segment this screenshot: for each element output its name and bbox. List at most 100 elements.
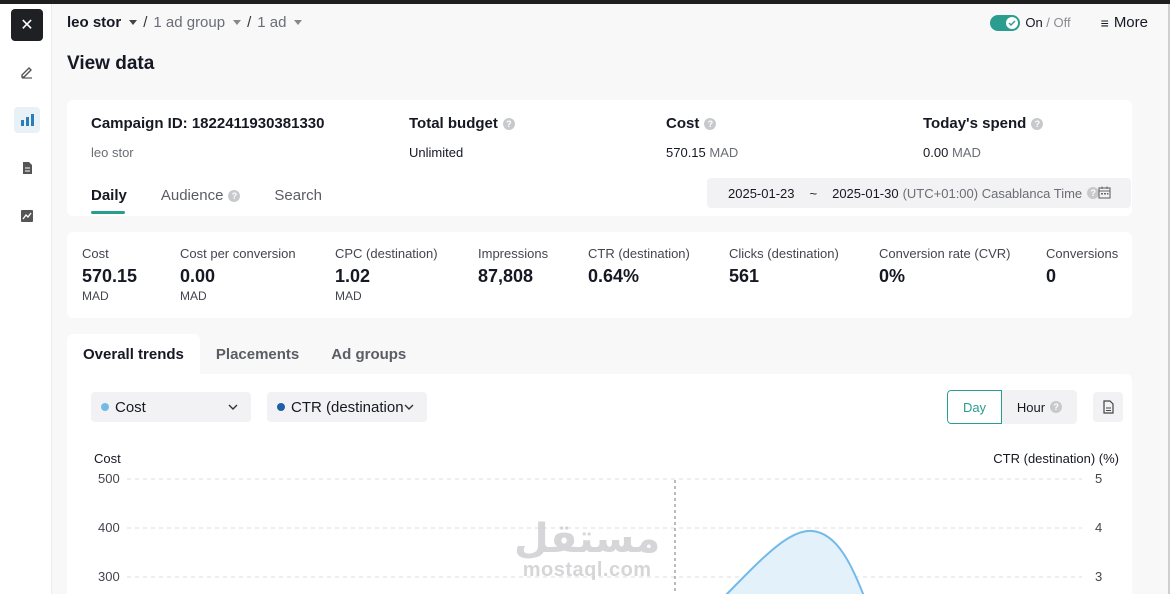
metric-value: 0.00	[180, 266, 216, 286]
bar-chart-icon	[21, 114, 34, 126]
tab-audience-label: Audience	[160, 187, 224, 204]
today-spend-unit: MAD	[951, 145, 981, 160]
metric-conversions: Conversions 0	[1046, 246, 1118, 287]
breadcrumb-separator: /	[143, 14, 148, 31]
breadcrumb-separator: /	[247, 14, 252, 31]
today-spend-value-row: 0.00 MAD	[923, 145, 1043, 160]
trend-chart-card: Cost CTR (destination Day Hour ? Cost CT…	[67, 374, 1132, 594]
metric-value: 570.15	[82, 266, 138, 286]
total-budget-block: Total budget ? Unlimited	[409, 115, 515, 160]
date-range-picker[interactable]: 2025-01-23 ~ 2025-01-30 (UTC+01:00) Casa…	[707, 178, 1131, 208]
cost-line	[725, 529, 865, 594]
tab-audience[interactable]: Audience ?	[161, 187, 241, 214]
help-icon[interactable]: ?	[228, 189, 241, 202]
metric-label: Conversions	[1046, 246, 1119, 261]
on-off-toggle[interactable]	[990, 14, 1021, 31]
granularity-toggle: Day Hour ?	[947, 390, 1077, 424]
date-range-separator: ~	[809, 185, 818, 201]
tab-daily[interactable]: Daily	[91, 187, 127, 214]
menu-icon: ≡	[1100, 14, 1109, 31]
total-budget-value: Unlimited	[409, 145, 464, 160]
top-border	[0, 0, 1170, 4]
today-spend-label: Today's spend	[923, 115, 1027, 132]
help-icon[interactable]: ?	[1031, 117, 1044, 130]
granularity-hour-label: Hour	[1016, 399, 1046, 415]
y2-axis-title: CTR (destination) (%)	[993, 451, 1119, 466]
metric-value: 1.02	[335, 266, 371, 286]
document-icon	[23, 162, 32, 174]
today-spend-value: 0.00	[923, 145, 949, 160]
granularity-hour-button[interactable]: Hour ?	[1002, 390, 1077, 424]
granularity-day-button[interactable]: Day	[947, 390, 1002, 424]
metric-clicks: Clicks (destination) 561	[729, 246, 839, 287]
series-dot-ctr	[277, 403, 285, 411]
help-icon[interactable]: ?	[704, 117, 717, 130]
cost-label: Cost	[666, 115, 700, 132]
total-budget-label-row: Total budget ?	[409, 115, 515, 132]
sidebar-edit[interactable]	[14, 59, 40, 85]
tab-placements[interactable]: Placements	[215, 346, 300, 363]
metric-unit: MAD	[82, 289, 109, 303]
caret-down-icon	[294, 20, 303, 25]
breadcrumb-campaign-label: leo stor	[67, 14, 122, 31]
breadcrumb-ad[interactable]: 1 ad	[257, 14, 303, 31]
export-document-icon	[1103, 400, 1114, 414]
cost-unit: MAD	[709, 145, 739, 160]
close-button[interactable]: ✕	[11, 9, 43, 41]
chevron-down-icon	[228, 404, 238, 410]
campaign-info-card: Campaign ID: 1822411930381330 leo stor T…	[67, 100, 1132, 216]
metric-label: Clicks (destination)	[729, 246, 839, 261]
metric2-select-value: CTR (destination	[291, 398, 404, 416]
metric-unit: MAD	[180, 289, 207, 303]
sidebar-view-data[interactable]	[14, 107, 40, 133]
tab-ad-groups[interactable]: Ad groups	[331, 346, 407, 363]
page-title: View data	[67, 53, 155, 74]
header-actions: On / Off ≡ More	[990, 14, 1148, 31]
metric-label: CTR (destination)	[588, 246, 690, 261]
metrics-card: Cost 570.15 MAD Cost per conversion 0.00…	[67, 232, 1132, 318]
metric2-select[interactable]: CTR (destination	[267, 392, 427, 422]
calendar-icon	[1098, 186, 1111, 199]
y2-tick-label: 4	[1095, 520, 1103, 535]
help-icon[interactable]: ?	[502, 117, 515, 130]
chevron-down-icon	[404, 404, 414, 410]
breadcrumb-ad-group[interactable]: 1 ad group	[153, 14, 242, 31]
view-tabs: Daily Audience ? Search	[91, 187, 356, 214]
metric1-select[interactable]: Cost	[91, 392, 251, 422]
timezone-label: (UTC+01:00) Casablanca Time	[902, 185, 1083, 201]
watermark: مستقل mostaql.com	[514, 519, 660, 581]
trend-chart-icon	[21, 210, 33, 222]
date-end: 2025-01-30	[832, 185, 899, 201]
tab-search[interactable]: Search	[274, 187, 322, 214]
toggle-separator: /	[1042, 15, 1054, 30]
date-start: 2025-01-23	[728, 185, 795, 201]
tab-overall-trends[interactable]: Overall trends	[67, 334, 200, 374]
metric-unit: MAD	[335, 289, 362, 303]
pencil-icon	[21, 67, 32, 79]
y-axis-title: Cost	[94, 451, 121, 466]
breadcrumb-campaign[interactable]: leo stor	[67, 14, 138, 31]
cost-value-row: 570.15 MAD	[666, 145, 738, 160]
campaign-id-block: Campaign ID: 1822411930381330 leo stor	[91, 115, 325, 160]
more-button[interactable]: ≡ More	[1101, 14, 1148, 31]
caret-down-icon	[129, 20, 138, 25]
sidebar-analytics[interactable]	[14, 203, 40, 229]
campaign-name: leo stor	[91, 145, 134, 160]
metric1-select-value: Cost	[115, 398, 146, 416]
export-button[interactable]	[1093, 392, 1123, 422]
metric-cpc: CPC (destination) 1.02 MAD	[335, 246, 438, 303]
trend-chart	[127, 478, 1082, 594]
y2-tick-label: 3	[1095, 569, 1103, 584]
today-spend-block: Today's spend ? 0.00 MAD	[923, 115, 1044, 160]
sidebar-document[interactable]	[14, 155, 40, 181]
metric-value: 0	[1046, 266, 1057, 286]
metric-cost: Cost 570.15 MAD	[82, 246, 137, 303]
left-sidebar: ✕	[0, 4, 52, 594]
metric-label: Conversion rate (CVR)	[879, 246, 1011, 261]
more-label: More	[1113, 14, 1148, 31]
today-spend-label-row: Today's spend ?	[923, 115, 1044, 132]
metric-label: CPC (destination)	[335, 246, 438, 261]
metric-value: 561	[729, 266, 760, 286]
help-icon[interactable]: ?	[1050, 401, 1063, 413]
help-icon[interactable]: ?	[1087, 187, 1100, 199]
